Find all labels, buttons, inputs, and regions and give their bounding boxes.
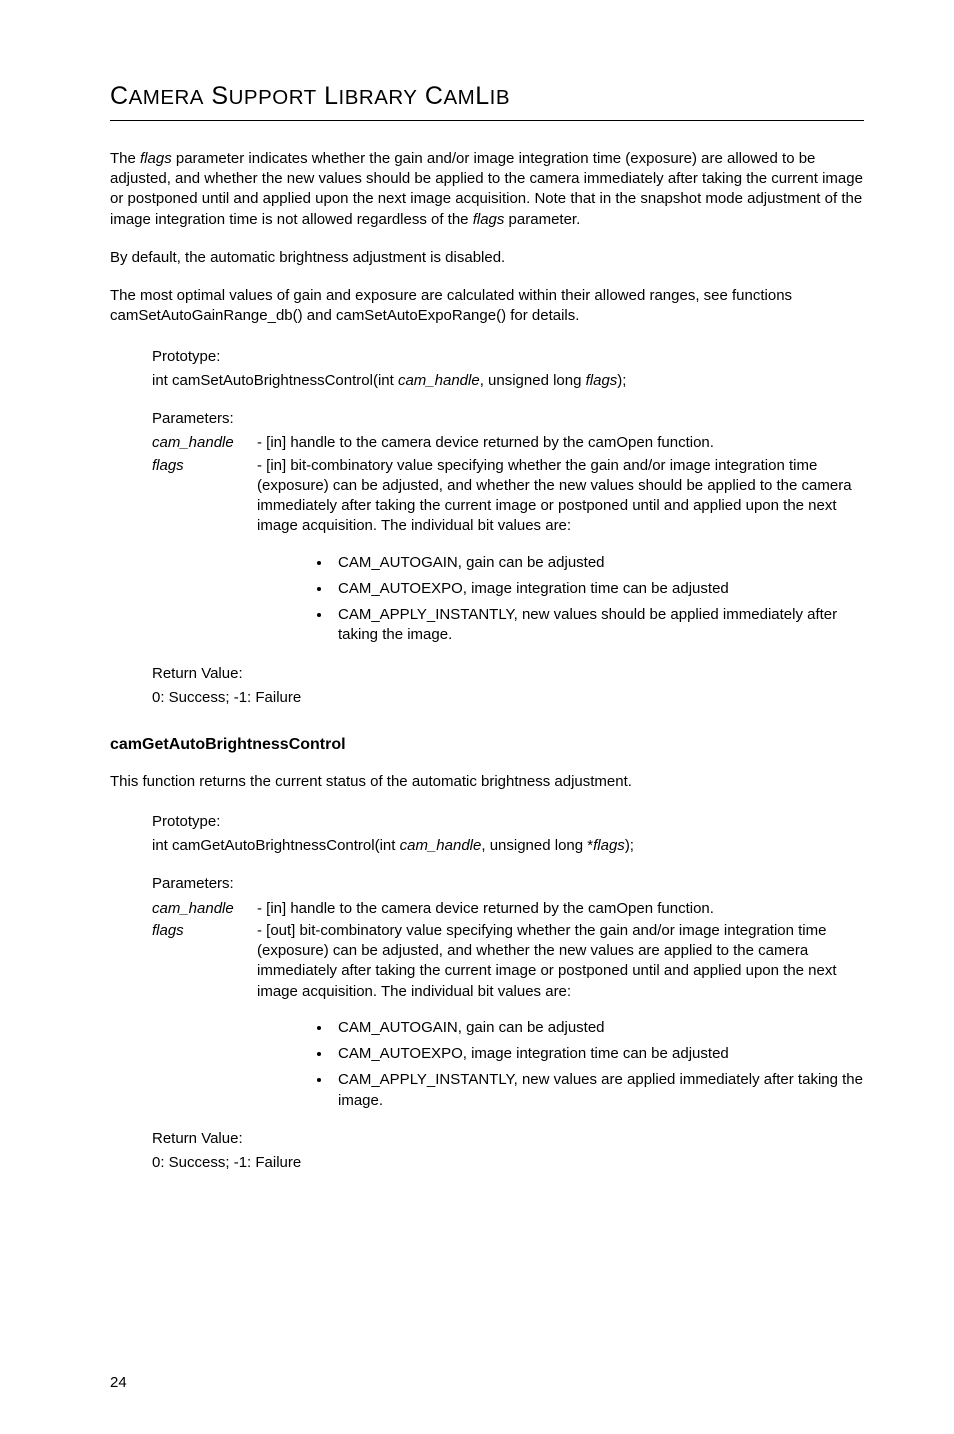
list-item: CAM_APPLY_INSTANTLY, new values are appl… bbox=[332, 1070, 864, 1111]
text-run-italic: cam_handle bbox=[398, 372, 480, 389]
return-value: 0: Success; -1: Failure bbox=[152, 1153, 864, 1173]
text-run: ); bbox=[625, 837, 634, 854]
return-label: Return Value: bbox=[152, 664, 864, 684]
text-run-italic: cam_handle bbox=[400, 837, 482, 854]
list-item: CAM_AUTOGAIN, gain can be adjusted bbox=[332, 553, 864, 573]
text-run-italic: flags bbox=[586, 372, 618, 389]
function-2-heading: camGetAutoBrightnessControl bbox=[110, 734, 864, 756]
param-desc: - [in] handle to the camera device retur… bbox=[257, 433, 864, 455]
parameters-table: cam_handle - [in] handle to the camera d… bbox=[152, 433, 864, 538]
text-run: , unsigned long bbox=[480, 372, 586, 389]
text-run-italic: flags bbox=[473, 211, 505, 228]
param-name: cam_handle bbox=[152, 433, 257, 455]
prototype-label: Prototype: bbox=[152, 812, 864, 832]
text-run-italic: flags bbox=[140, 150, 172, 167]
return-label: Return Value: bbox=[152, 1129, 864, 1149]
text-run-italic: flags bbox=[593, 837, 625, 854]
function-1-block: Prototype: int camSetAutoBrightnessContr… bbox=[152, 347, 864, 709]
bit-values-list: CAM_AUTOGAIN, gain can be adjusted CAM_A… bbox=[312, 1018, 864, 1111]
param-row: cam_handle - [in] handle to the camera d… bbox=[152, 899, 864, 921]
parameters-table: cam_handle - [in] handle to the camera d… bbox=[152, 899, 864, 1004]
text-run: int camSetAutoBrightnessControl(int bbox=[152, 372, 398, 389]
param-name: cam_handle bbox=[152, 899, 257, 921]
intro-paragraph-1: The flags parameter indicates whether th… bbox=[110, 149, 864, 230]
text-run: parameter. bbox=[504, 211, 580, 228]
bit-values-list: CAM_AUTOGAIN, gain can be adjusted CAM_A… bbox=[312, 553, 864, 646]
prototype-line: int camGetAutoBrightnessControl(int cam_… bbox=[152, 836, 864, 856]
param-row: cam_handle - [in] handle to the camera d… bbox=[152, 433, 864, 455]
list-item: CAM_AUTOEXPO, image integration time can… bbox=[332, 579, 864, 599]
intro-paragraph-2: By default, the automatic brightness adj… bbox=[110, 248, 864, 268]
page-number: 24 bbox=[110, 1373, 864, 1393]
list-item: CAM_APPLY_INSTANTLY, new values should b… bbox=[332, 605, 864, 646]
return-value: 0: Success; -1: Failure bbox=[152, 688, 864, 708]
param-name: flags bbox=[152, 921, 257, 1004]
list-item: CAM_AUTOGAIN, gain can be adjusted bbox=[332, 1018, 864, 1038]
intro-paragraph-3: The most optimal values of gain and expo… bbox=[110, 286, 864, 327]
list-item: CAM_AUTOEXPO, image integration time can… bbox=[332, 1044, 864, 1064]
param-row: flags - [in] bit-combinatory value speci… bbox=[152, 456, 864, 539]
page-title: CAMERA SUPPORT LIBRARY CAMLIB bbox=[110, 80, 864, 121]
text-run: , unsigned long * bbox=[481, 837, 593, 854]
parameters-label: Parameters: bbox=[152, 409, 864, 429]
param-desc: - [in] bit-combinatory value specifying … bbox=[257, 456, 864, 539]
param-name: flags bbox=[152, 456, 257, 539]
text-run: The bbox=[110, 150, 140, 167]
prototype-label: Prototype: bbox=[152, 347, 864, 367]
function-2-desc: This function returns the current status… bbox=[110, 772, 864, 792]
text-run: int camGetAutoBrightnessControl(int bbox=[152, 837, 400, 854]
param-desc: - [out] bit-combinatory value specifying… bbox=[257, 921, 864, 1004]
param-desc: - [in] handle to the camera device retur… bbox=[257, 899, 864, 921]
parameters-label: Parameters: bbox=[152, 874, 864, 894]
text-run: ); bbox=[617, 372, 626, 389]
function-2-block: Prototype: int camGetAutoBrightnessContr… bbox=[152, 812, 864, 1174]
prototype-line: int camSetAutoBrightnessControl(int cam_… bbox=[152, 371, 864, 391]
param-row: flags - [out] bit-combinatory value spec… bbox=[152, 921, 864, 1004]
